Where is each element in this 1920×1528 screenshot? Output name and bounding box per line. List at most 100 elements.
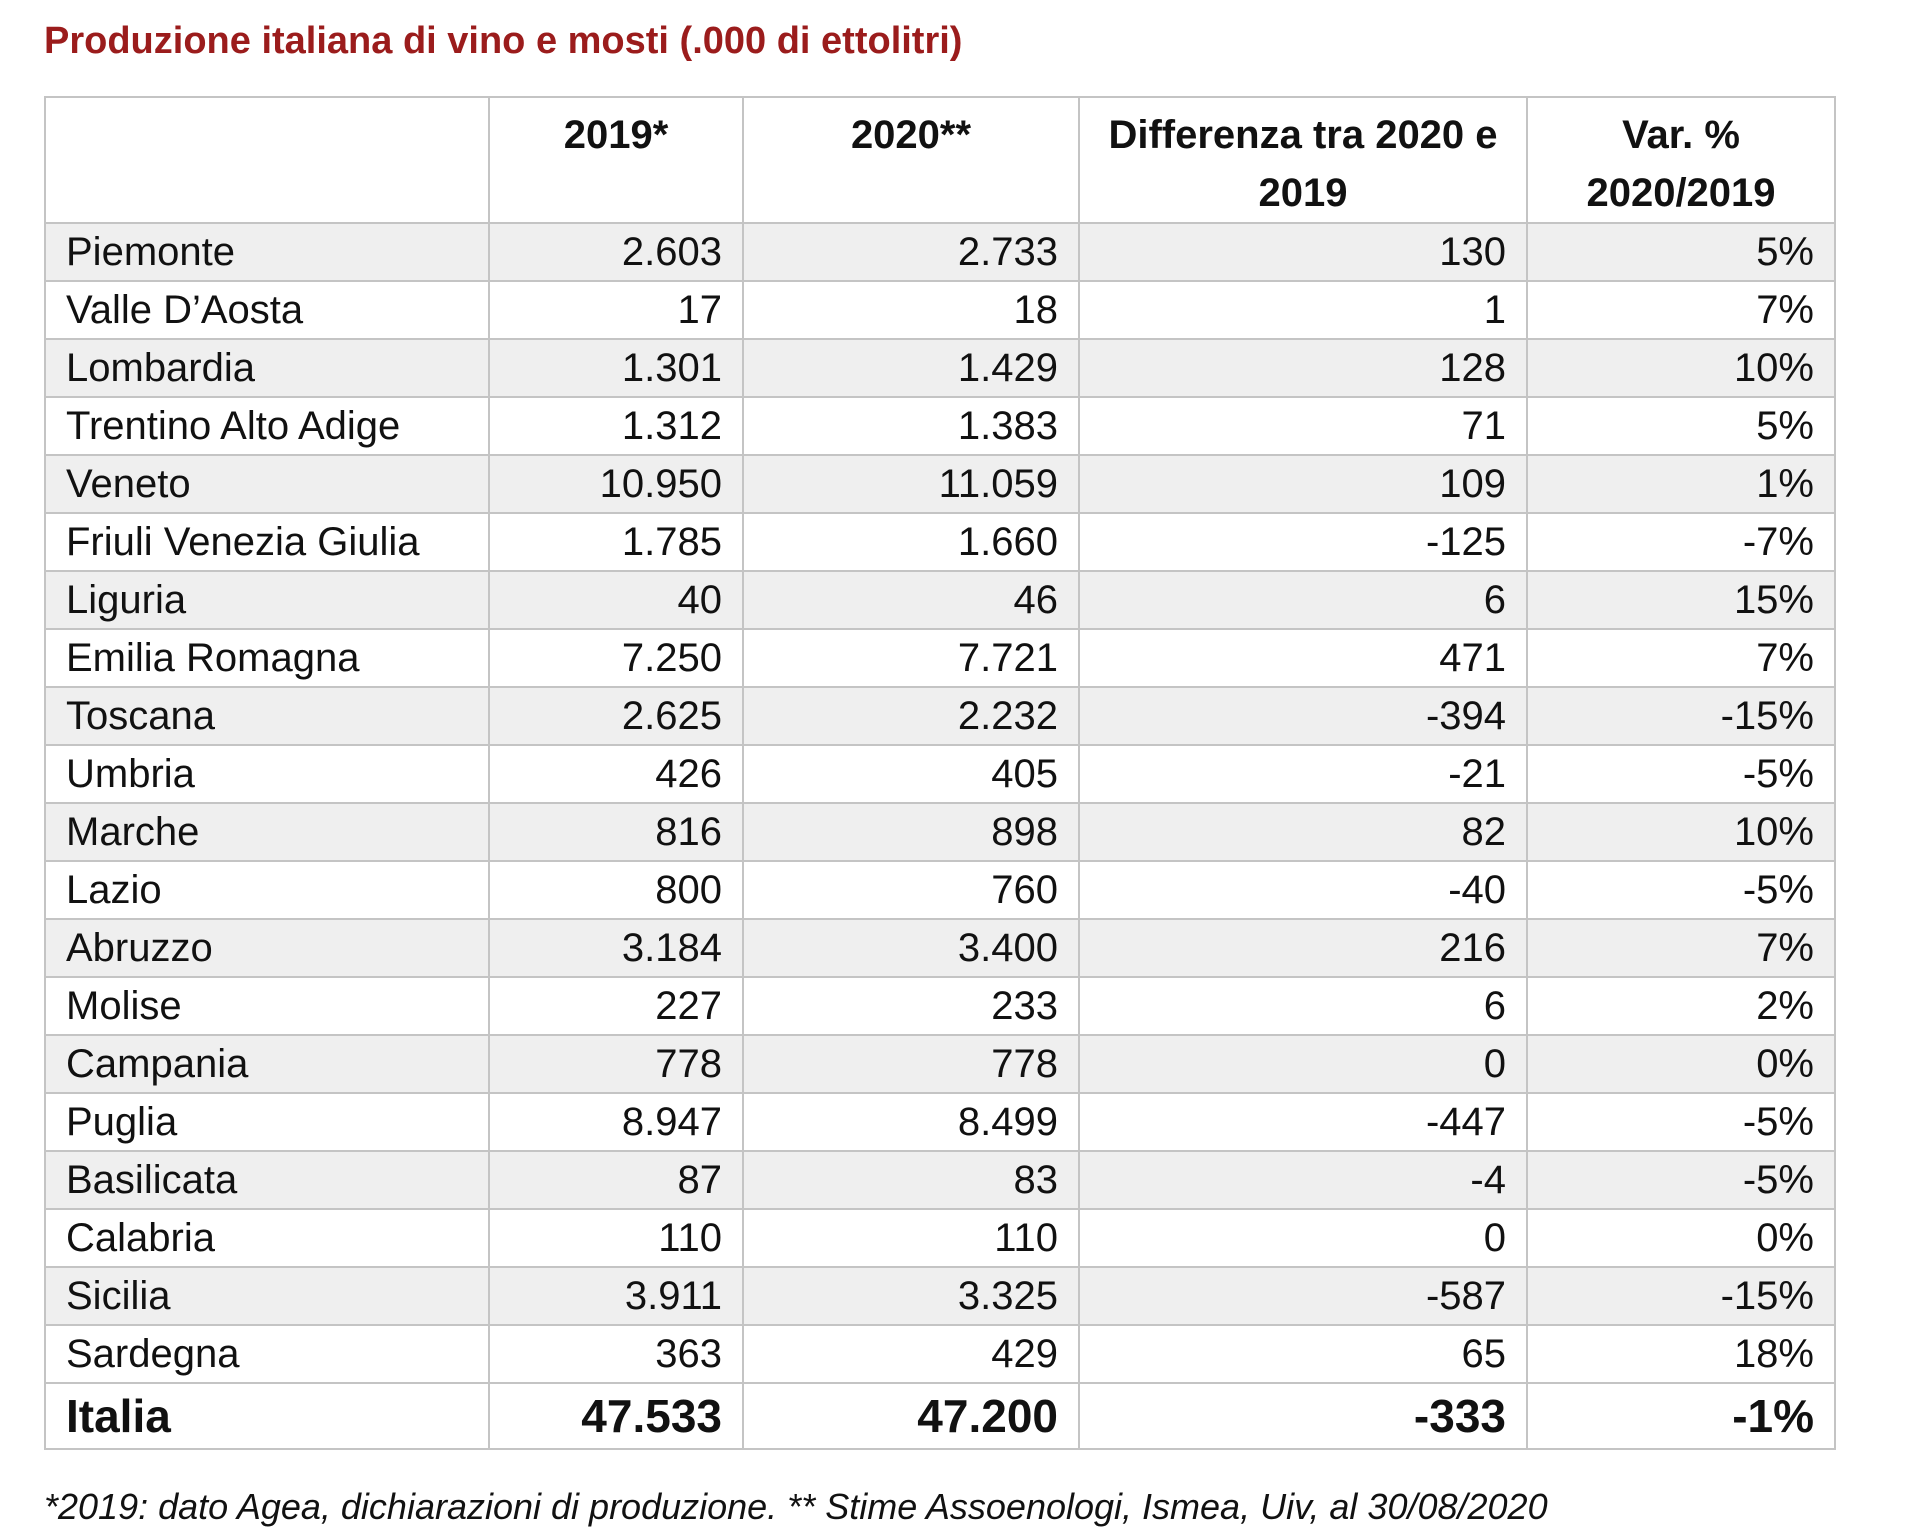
value-2019-cell: 2.625 xyxy=(488,686,744,746)
difference-cell: -21 xyxy=(1078,744,1528,804)
difference-cell: -394 xyxy=(1078,686,1528,746)
variation-cell: 15% xyxy=(1526,570,1836,630)
total-2019: 47.533 xyxy=(488,1382,744,1450)
value-2020-cell: 2.733 xyxy=(742,222,1080,282)
value-2019-cell: 227 xyxy=(488,976,744,1036)
total-variation: -1% xyxy=(1526,1382,1836,1450)
region-cell: Toscana xyxy=(44,686,490,746)
header-difference: Differenza tra 2020 e 2019 xyxy=(1078,96,1528,224)
difference-cell: 216 xyxy=(1078,918,1528,978)
difference-cell: -40 xyxy=(1078,860,1528,920)
variation-cell: 7% xyxy=(1526,628,1836,688)
variation-cell: -15% xyxy=(1526,686,1836,746)
difference-cell: -587 xyxy=(1078,1266,1528,1326)
value-2020-cell: 1.660 xyxy=(742,512,1080,572)
value-2019-cell: 3.911 xyxy=(488,1266,744,1326)
region-cell: Veneto xyxy=(44,454,490,514)
variation-cell: 1% xyxy=(1526,454,1836,514)
region-cell: Calabria xyxy=(44,1208,490,1268)
table-row: Abruzzo 3.184 3.400 216 7% xyxy=(44,918,1836,978)
table-row: Puglia 8.947 8.499 -447 -5% xyxy=(44,1092,1836,1152)
header-row: 2019* 2020** Differenza tra 2020 e 2019 … xyxy=(44,96,1836,224)
value-2019-cell: 110 xyxy=(488,1208,744,1268)
table-row: Molise 227 233 6 2% xyxy=(44,976,1836,1036)
table-row: Lombardia 1.301 1.429 128 10% xyxy=(44,338,1836,398)
variation-cell: 7% xyxy=(1526,918,1836,978)
value-2019-cell: 426 xyxy=(488,744,744,804)
value-2020-cell: 2.232 xyxy=(742,686,1080,746)
difference-cell: 1 xyxy=(1078,280,1528,340)
region-cell: Valle D’Aosta xyxy=(44,280,490,340)
table-row: Piemonte 2.603 2.733 130 5% xyxy=(44,222,1836,282)
value-2019-cell: 3.184 xyxy=(488,918,744,978)
variation-cell: -15% xyxy=(1526,1266,1836,1326)
region-cell: Trentino Alto Adige xyxy=(44,396,490,456)
value-2020-cell: 1.383 xyxy=(742,396,1080,456)
header-variation: Var. % 2020/2019 xyxy=(1526,96,1836,224)
value-2019-cell: 17 xyxy=(488,280,744,340)
total-2020: 47.200 xyxy=(742,1382,1080,1450)
table-row: Toscana 2.625 2.232 -394 -15% xyxy=(44,686,1836,746)
difference-cell: 0 xyxy=(1078,1208,1528,1268)
difference-cell: 109 xyxy=(1078,454,1528,514)
region-cell: Molise xyxy=(44,976,490,1036)
value-2019-cell: 8.947 xyxy=(488,1092,744,1152)
value-2020-cell: 7.721 xyxy=(742,628,1080,688)
variation-cell: -5% xyxy=(1526,860,1836,920)
variation-cell: 18% xyxy=(1526,1324,1836,1384)
footnote: *2019: dato Agea, dichiarazioni di produ… xyxy=(44,1486,1548,1527)
difference-cell: 128 xyxy=(1078,338,1528,398)
variation-cell: 7% xyxy=(1526,280,1836,340)
table-row: Marche 816 898 82 10% xyxy=(44,802,1836,862)
difference-cell: 6 xyxy=(1078,976,1528,1036)
variation-cell: -5% xyxy=(1526,1150,1836,1210)
variation-cell: 5% xyxy=(1526,396,1836,456)
region-cell: Friuli Venezia Giulia xyxy=(44,512,490,572)
value-2020-cell: 3.325 xyxy=(742,1266,1080,1326)
variation-cell: 10% xyxy=(1526,338,1836,398)
production-table: 2019* 2020** Differenza tra 2020 e 2019 … xyxy=(44,96,1836,1450)
value-2020-cell: 1.429 xyxy=(742,338,1080,398)
variation-cell: -7% xyxy=(1526,512,1836,572)
variation-cell: 10% xyxy=(1526,802,1836,862)
table-body: Piemonte 2.603 2.733 130 5% Valle D’Aosta 17 18… xyxy=(44,222,1836,1384)
region-cell: Basilicata xyxy=(44,1150,490,1210)
value-2020-cell: 11.059 xyxy=(742,454,1080,514)
value-2020-cell: 8.499 xyxy=(742,1092,1080,1152)
table-row: Trentino Alto Adige 1.312 1.383 71 5% xyxy=(44,396,1836,456)
table-row: Lazio 800 760 -40 -5% xyxy=(44,860,1836,920)
table-row: Umbria 426 405 -21 -5% xyxy=(44,744,1836,804)
region-cell: Lombardia xyxy=(44,338,490,398)
region-cell: Emilia Romagna xyxy=(44,628,490,688)
value-2020-cell: 3.400 xyxy=(742,918,1080,978)
region-cell: Abruzzo xyxy=(44,918,490,978)
difference-cell: 130 xyxy=(1078,222,1528,282)
difference-cell: 82 xyxy=(1078,802,1528,862)
value-2020-cell: 760 xyxy=(742,860,1080,920)
table-row: Sardegna 363 429 65 18% xyxy=(44,1324,1836,1384)
value-2019-cell: 7.250 xyxy=(488,628,744,688)
table-row: Campania 778 778 0 0% xyxy=(44,1034,1836,1094)
table-row: Emilia Romagna 7.250 7.721 471 7% xyxy=(44,628,1836,688)
region-cell: Lazio xyxy=(44,860,490,920)
value-2019-cell: 40 xyxy=(488,570,744,630)
region-cell: Sardegna xyxy=(44,1324,490,1384)
region-cell: Umbria xyxy=(44,744,490,804)
value-2019-cell: 363 xyxy=(488,1324,744,1384)
value-2019-cell: 816 xyxy=(488,802,744,862)
header-2019: 2019* xyxy=(488,96,744,224)
region-cell: Marche xyxy=(44,802,490,862)
variation-cell: 5% xyxy=(1526,222,1836,282)
value-2020-cell: 46 xyxy=(742,570,1080,630)
table-footer: Italia 47.533 47.200 -333 -1% xyxy=(44,1382,1836,1450)
difference-cell: -4 xyxy=(1078,1150,1528,1210)
table-row: Basilicata 87 83 -4 -5% xyxy=(44,1150,1836,1210)
total-difference: -333 xyxy=(1078,1382,1528,1450)
difference-cell: 65 xyxy=(1078,1324,1528,1384)
value-2020-cell: 110 xyxy=(742,1208,1080,1268)
variation-cell: -5% xyxy=(1526,1092,1836,1152)
value-2020-cell: 405 xyxy=(742,744,1080,804)
difference-cell: 6 xyxy=(1078,570,1528,630)
difference-cell: 471 xyxy=(1078,628,1528,688)
